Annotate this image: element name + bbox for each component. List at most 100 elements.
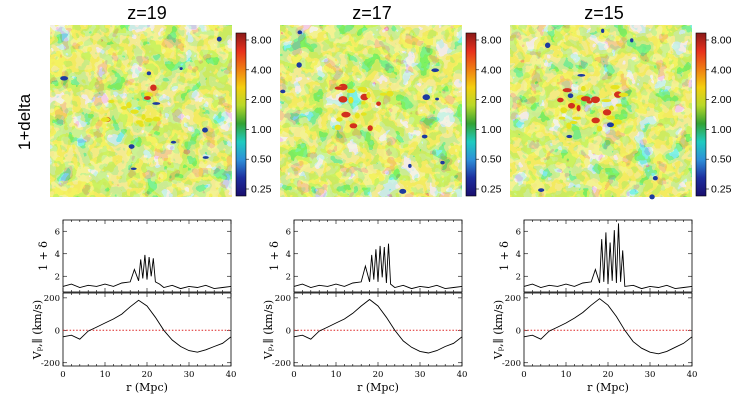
x-tick-label: 20: [603, 370, 614, 380]
overdense-blob: [130, 109, 139, 114]
overdense-blob: [560, 107, 568, 114]
y-tick-label: 4: [286, 250, 291, 260]
overdense-blob: [100, 117, 110, 122]
void-blob: [202, 127, 208, 133]
y-tick-label: 4: [516, 250, 521, 260]
overdense-blob: [610, 84, 620, 90]
overdense-blob: [144, 117, 153, 123]
colorbar-tick-label: 8.00: [251, 35, 272, 47]
void-blob: [440, 160, 445, 165]
y-axis-label: Vₚ,∥ (km/s): [492, 300, 505, 360]
overdense-blob: [143, 96, 151, 100]
overdense-blob: [357, 86, 368, 92]
void-blob: [421, 134, 428, 139]
void-blob: [431, 68, 440, 72]
x-tick-label: 40: [457, 370, 468, 380]
colorbar-tick-label: 4.00: [251, 64, 272, 76]
overdense-blob: [601, 99, 612, 103]
colorbar-tick-label: 4.00: [481, 64, 502, 76]
overdense-blob: [558, 116, 566, 120]
plot-frame: [62, 219, 232, 293]
x-axis-label: r (Mpc): [126, 381, 168, 394]
void-blob: [649, 194, 655, 200]
overdense-blob: [341, 111, 351, 118]
density-field: [50, 25, 232, 197]
x-tick-label: 0: [60, 370, 65, 380]
overdense-blob: [562, 88, 572, 93]
panel-z19: z=19 8.00 4.00 2.00 1.00 0.50 0.25 2 4 6 1 + δ 0…: [31, 3, 272, 394]
colorbar-gradient: [235, 32, 247, 197]
density-map: [50, 25, 232, 197]
overdense-blob: [557, 97, 564, 103]
colorbar-tick-label: 0.50: [251, 154, 272, 166]
velocity-line: [293, 298, 463, 354]
overdense-blob: [591, 117, 600, 124]
x-axis-label: r (Mpc): [357, 381, 399, 394]
overdense-blob: [570, 99, 576, 104]
y-axis-label: Vₚ,∥ (km/s): [31, 300, 44, 360]
y-tick-label: 6: [286, 227, 291, 237]
colorbar-tick-label: 0.25: [251, 184, 272, 196]
colorbar-tick-label: 1.00: [711, 124, 732, 136]
panel-title: z=15: [584, 3, 624, 23]
density-profile-plot: 2 4 6 1 + δ: [37, 219, 232, 293]
overdense-blob: [618, 92, 629, 97]
overdense-blob: [361, 100, 366, 105]
overdense-blob: [120, 106, 128, 110]
overdense-blob: [376, 101, 381, 106]
plot-frame: [62, 292, 232, 367]
overdense-blob: [334, 124, 342, 130]
y-tick-label: 200: [44, 294, 60, 304]
overdense-blob: [569, 120, 578, 125]
y-tick-label: -200: [502, 359, 521, 369]
overdense-blob: [334, 86, 344, 90]
density-profile-plot: 2 4 6 1 + δ: [498, 219, 693, 293]
overdense-blob: [144, 92, 153, 97]
y-axis-label: 1 + δ: [268, 241, 281, 271]
density-map: [510, 25, 692, 200]
overdense-blob: [386, 90, 394, 97]
void-blob: [601, 28, 605, 34]
overdense-blob: [152, 116, 161, 122]
velocity-line: [62, 299, 232, 353]
colorbar-tick-label: 2.00: [251, 94, 272, 106]
overdense-blob: [126, 102, 132, 109]
density-line: [62, 254, 232, 290]
colorbar-tick-label: 0.50: [481, 154, 502, 166]
y-tick-label: 2: [516, 272, 521, 282]
overdense-blob: [576, 104, 581, 112]
overdense-blob: [150, 84, 157, 91]
x-tick-label: 10: [331, 370, 342, 380]
x-tick-label: 20: [373, 370, 384, 380]
void-blob: [280, 89, 286, 94]
void-blob: [422, 94, 431, 101]
density-line: [523, 223, 693, 290]
y-tick-label: 0: [55, 326, 60, 336]
overdense-blob: [580, 96, 591, 102]
y-tick-label: 200: [275, 294, 291, 304]
overdense-blob: [135, 120, 144, 125]
plot-frame: [523, 292, 693, 367]
panel-title: z=17: [352, 3, 392, 23]
overdense-blob: [367, 125, 373, 132]
overdense-blob: [360, 112, 367, 116]
void-blob: [566, 134, 573, 139]
overdense-blob: [141, 113, 146, 120]
x-tick-label: 30: [184, 370, 195, 380]
colorbar: 8.00 4.00 2.00 1.00 0.50 0.25: [695, 32, 732, 197]
overdense-blob: [346, 88, 356, 94]
x-tick-label: 30: [645, 370, 656, 380]
colorbar-tick-label: 8.00: [711, 35, 732, 47]
y-axis-label: 1 + δ: [37, 241, 50, 271]
void-blob: [297, 30, 303, 35]
void-blob: [577, 73, 586, 77]
x-tick-label: 0: [521, 370, 526, 380]
y-tick-label: 2: [55, 272, 60, 282]
overdense-blob: [566, 122, 572, 130]
colorbar: 8.00 4.00 2.00 1.00 0.50 0.25: [235, 32, 272, 197]
y-tick-label: 6: [55, 227, 60, 237]
panel-z15: z=15 8.00 4.00 2.00 1.00 0.50 0.25 2 4 6 1 + δ 0…: [492, 3, 732, 394]
void-blob: [216, 36, 222, 42]
